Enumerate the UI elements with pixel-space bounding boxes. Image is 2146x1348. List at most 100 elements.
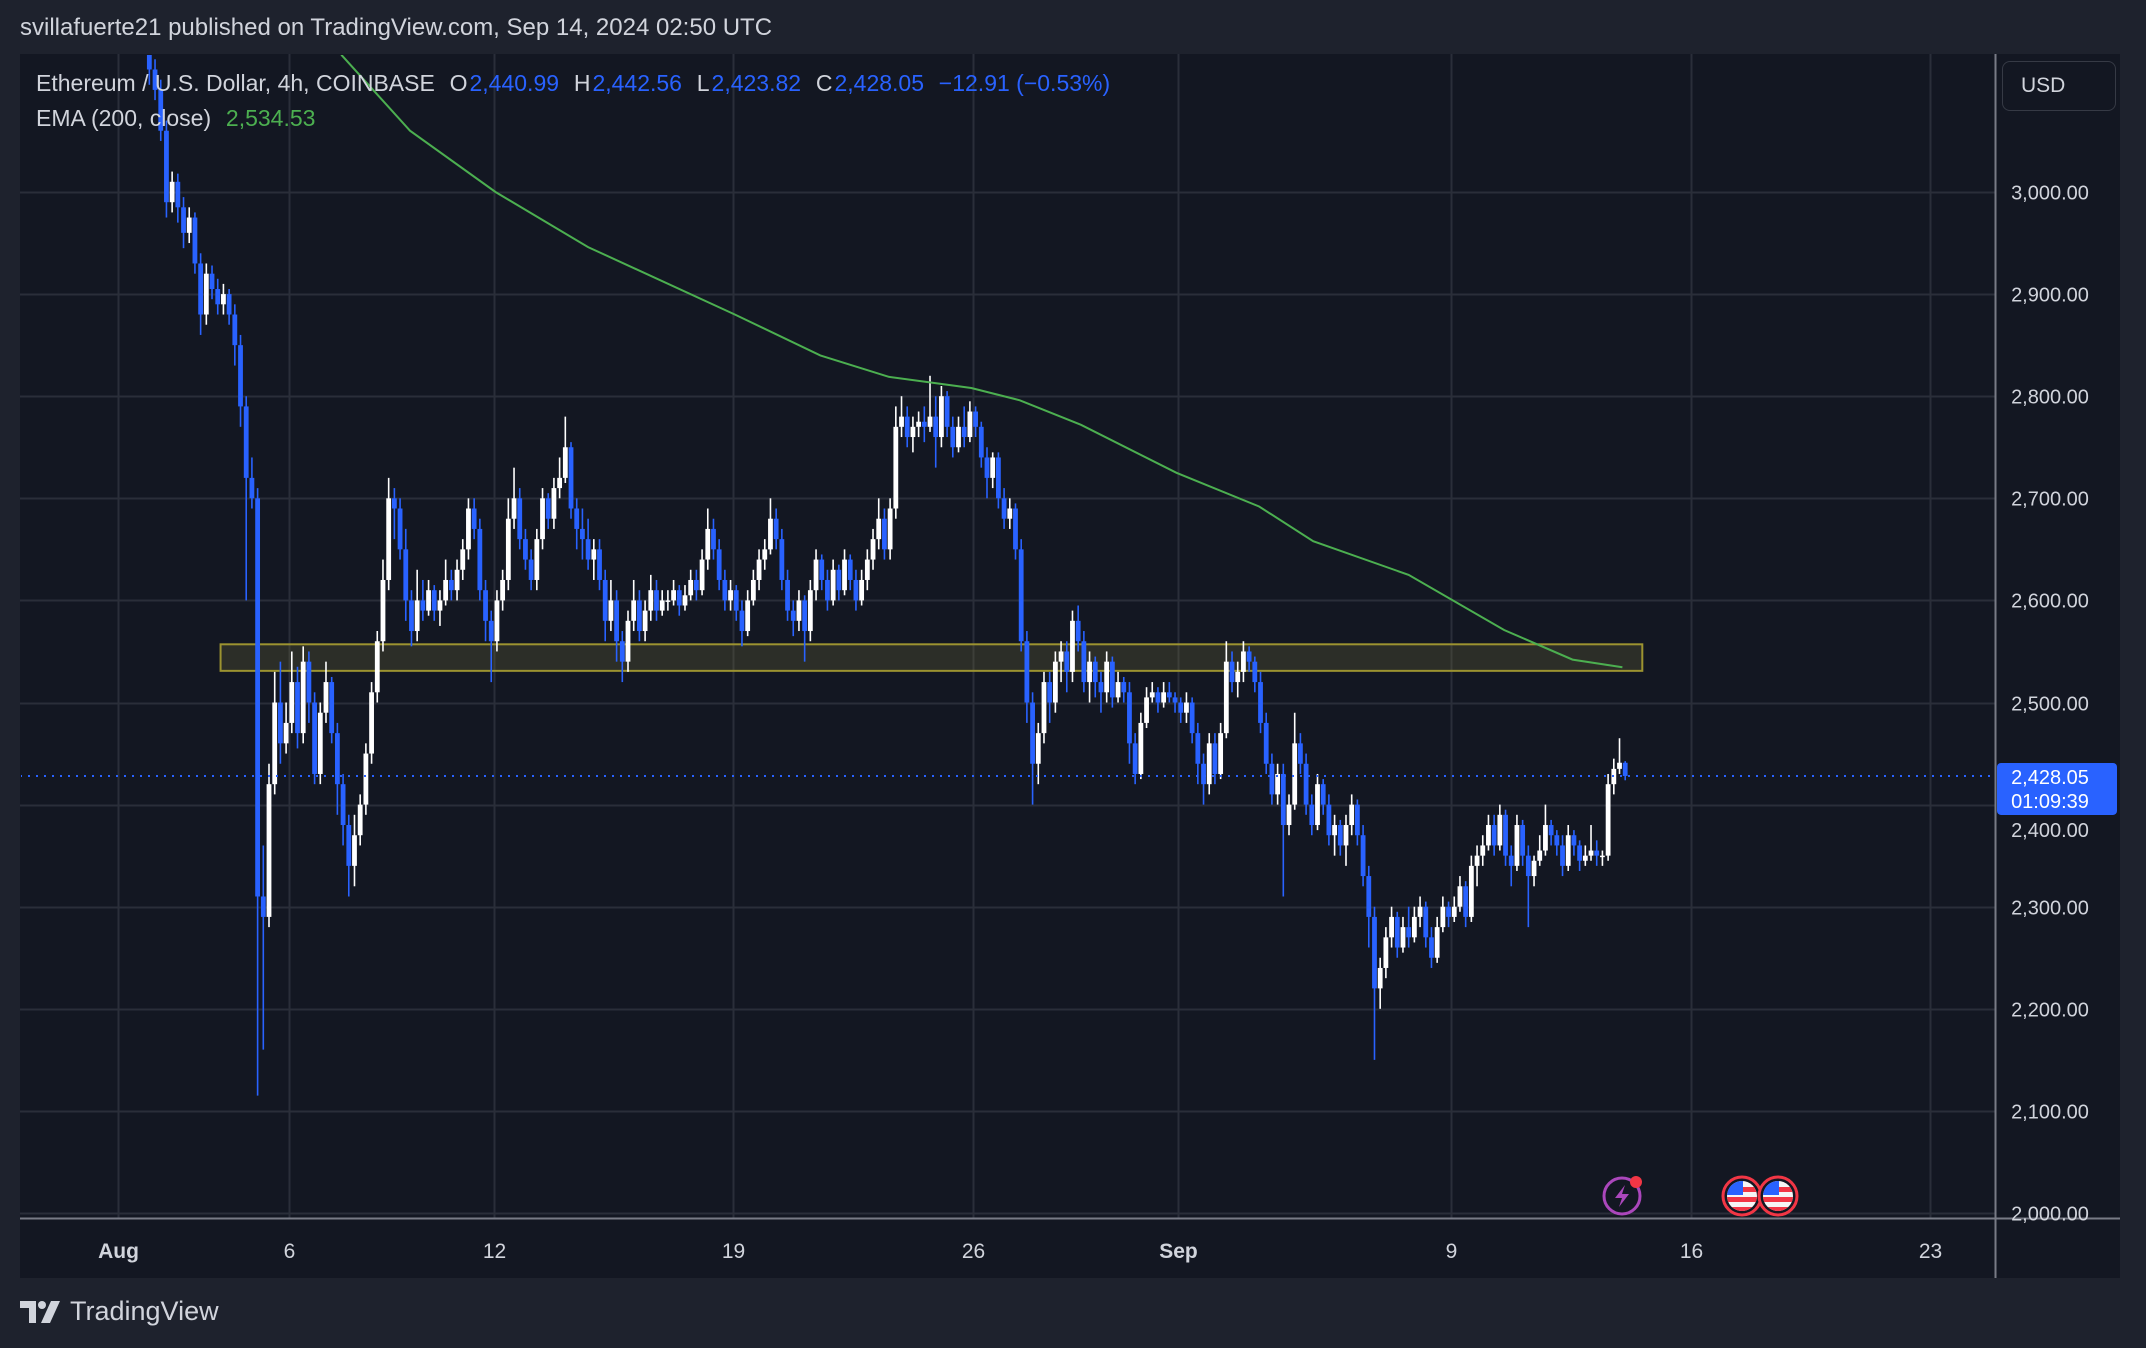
candle bbox=[1206, 733, 1212, 795]
candle-body bbox=[745, 600, 751, 632]
candle bbox=[1087, 651, 1092, 703]
candle-body bbox=[238, 345, 243, 407]
candle-body bbox=[1184, 702, 1189, 713]
time-tick-label: Aug bbox=[98, 1240, 139, 1263]
candle-body bbox=[1092, 661, 1098, 683]
price-axis[interactable]: 3,000.00 2,900.00 2,800.00 2,700.00 2,600.00… bbox=[2011, 183, 2089, 1226]
candle-body bbox=[141, 29, 146, 39]
candle bbox=[1320, 779, 1326, 815]
candle-body bbox=[409, 600, 414, 632]
candle bbox=[1474, 845, 1480, 887]
tradingview-logo[interactable]: TradingView bbox=[20, 1296, 219, 1327]
low-value: 2,423.82 bbox=[711, 70, 802, 96]
price-tick-label: 2,600.00 bbox=[2011, 591, 2089, 613]
candle-body bbox=[682, 595, 688, 606]
candle bbox=[950, 416, 956, 458]
candle-body bbox=[272, 702, 278, 785]
candle bbox=[1201, 753, 1206, 805]
candle bbox=[944, 391, 950, 438]
candle bbox=[1007, 498, 1013, 529]
candle-body bbox=[1007, 508, 1013, 519]
high-label: H bbox=[573, 70, 591, 96]
candle-body bbox=[978, 426, 984, 458]
candle bbox=[369, 682, 374, 764]
candle-body bbox=[665, 600, 671, 602]
candle bbox=[739, 600, 745, 647]
candle-body bbox=[1229, 661, 1235, 683]
candle-body bbox=[1235, 671, 1241, 683]
candle bbox=[1172, 692, 1178, 713]
symbol-title[interactable]: Ethereum / U.S. Dollar, 4h, COINBASE bbox=[36, 70, 435, 96]
candle-body bbox=[1132, 743, 1138, 774]
candle bbox=[374, 631, 380, 703]
candle bbox=[773, 508, 779, 550]
candle bbox=[1503, 809, 1508, 866]
candle bbox=[557, 457, 563, 499]
candle bbox=[859, 569, 865, 606]
candle-body bbox=[1058, 651, 1064, 662]
last-price-badge bbox=[1997, 762, 2117, 815]
candle bbox=[631, 579, 637, 632]
candle-body bbox=[762, 549, 768, 560]
candle bbox=[597, 539, 602, 591]
candle-body bbox=[1035, 733, 1041, 764]
candle-body bbox=[1600, 855, 1605, 858]
us-flag-event-icon[interactable] bbox=[1721, 1175, 1763, 1217]
candle-body bbox=[768, 518, 773, 550]
candle bbox=[352, 814, 357, 887]
candle-body bbox=[1514, 825, 1520, 866]
candle bbox=[961, 406, 967, 448]
candle bbox=[785, 569, 790, 621]
candle-body bbox=[1280, 773, 1286, 826]
candle bbox=[1258, 671, 1263, 734]
candle bbox=[1235, 661, 1241, 698]
candle-body bbox=[437, 600, 443, 611]
candle bbox=[380, 559, 386, 652]
candle-body bbox=[1013, 508, 1018, 550]
candle-body bbox=[1115, 682, 1121, 698]
candle bbox=[1537, 835, 1543, 866]
candle-body bbox=[1406, 927, 1412, 938]
candle bbox=[1018, 539, 1024, 652]
candle bbox=[1411, 906, 1417, 943]
ema-value: 2,534.53 bbox=[225, 105, 316, 131]
candle-body bbox=[431, 590, 437, 611]
candle bbox=[733, 585, 739, 621]
candle-body bbox=[1018, 549, 1024, 642]
candle bbox=[158, 79, 164, 141]
candle-body bbox=[477, 528, 483, 591]
candle-body bbox=[711, 528, 716, 550]
candle-body bbox=[802, 600, 808, 632]
candle-body bbox=[882, 518, 887, 550]
candle bbox=[300, 646, 306, 744]
time-tick-label: Sep bbox=[1159, 1240, 1198, 1263]
us-flag-event-icon[interactable] bbox=[1757, 1175, 1799, 1217]
ema-label[interactable]: EMA (200, close) bbox=[36, 105, 212, 131]
candle-body bbox=[181, 207, 186, 233]
candle bbox=[169, 171, 175, 213]
candle-body bbox=[887, 508, 893, 550]
candle-body bbox=[602, 579, 608, 621]
candle-body bbox=[1474, 855, 1480, 866]
candle bbox=[1582, 845, 1588, 866]
candle bbox=[414, 569, 420, 642]
candle bbox=[488, 610, 494, 683]
time-axis[interactable]: Aug 6 12 19 26 Sep 9 16 23 bbox=[98, 1240, 1942, 1263]
candle-body bbox=[785, 579, 790, 611]
candle-body bbox=[933, 416, 939, 438]
candle bbox=[1081, 631, 1087, 693]
candle bbox=[523, 528, 528, 570]
time-tick-label: 6 bbox=[284, 1240, 296, 1263]
currency-button[interactable]: USD bbox=[2002, 61, 2116, 111]
candle bbox=[1423, 901, 1429, 948]
candle-body bbox=[1360, 835, 1366, 877]
candle-body bbox=[568, 447, 574, 509]
candle-body bbox=[1560, 845, 1565, 866]
candle bbox=[505, 498, 511, 591]
lightning-event-icon[interactable] bbox=[1602, 1176, 1642, 1216]
candle bbox=[1212, 733, 1218, 785]
candle-body bbox=[306, 661, 312, 703]
candle-body bbox=[186, 217, 192, 233]
candle-body bbox=[1047, 682, 1053, 703]
